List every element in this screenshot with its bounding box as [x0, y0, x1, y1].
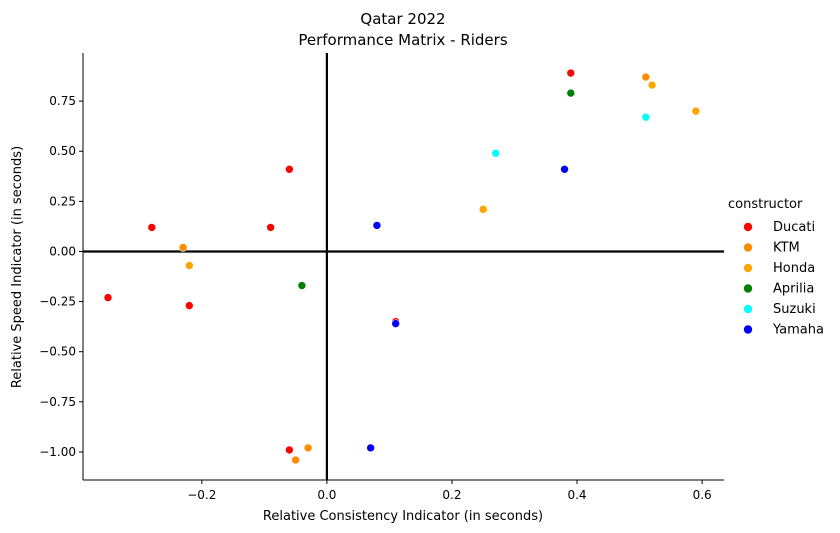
legend-label-yamaha: Yamaha: [772, 323, 824, 338]
data-point-ktm: [303, 443, 313, 453]
legend-label-aprilia: Aprilia: [773, 282, 814, 297]
data-point-yamaha: [372, 221, 382, 230]
data-point-honda: [478, 205, 488, 214]
legend-marker-ducati: [743, 222, 753, 232]
x-tick-label: 0.0: [317, 488, 336, 502]
chart-title: Qatar 2022: [360, 10, 445, 28]
y-tick-label: −0.75: [39, 395, 76, 409]
data-point-suzuki: [641, 112, 651, 122]
data-point-ktm: [291, 455, 300, 465]
data-point-ktm: [178, 243, 188, 252]
legend-marker-aprilia: [743, 283, 753, 294]
legend-marker-honda: [743, 263, 753, 273]
x-tick-label: 0.4: [567, 488, 586, 502]
y-axis-label: Relative Speed Indicator (in seconds): [10, 146, 25, 388]
data-point-suzuki: [491, 148, 501, 158]
y-tick-label: 0.75: [49, 94, 76, 108]
legend-marker-yamaha: [743, 324, 753, 335]
legend-marker-ktm: [743, 242, 753, 253]
legend: constructor Ducati KTM Honda Aprilia Suzuki Y…: [728, 197, 824, 338]
chart-subtitle: Performance Matrix - Riders: [298, 31, 508, 49]
data-point-ducati: [147, 223, 157, 232]
data-point-ducati: [566, 68, 576, 78]
y-tick-label: −0.50: [39, 345, 76, 359]
y-tick-label: −1.00: [39, 445, 76, 459]
legend-marker-suzuki: [743, 304, 753, 314]
axis-ticks: −0.2 0.0 0.2 0.4 0.6 0.75 0.50 0.25 0.00 −0.25 −0.…: [39, 94, 711, 502]
y-tick-label: 0.00: [49, 244, 76, 258]
data-point-ducati: [285, 164, 294, 174]
data-point-honda: [647, 80, 657, 90]
reference-lines: [83, 53, 724, 480]
data-point-ducati: [266, 223, 275, 232]
data-point-yamaha: [560, 164, 569, 174]
data-point-ducati: [285, 445, 294, 455]
data-point-aprilia: [566, 88, 576, 98]
legend-title: constructor: [728, 197, 803, 212]
x-tick-label: −0.2: [187, 488, 216, 502]
data-points: [103, 68, 701, 465]
data-point-honda: [185, 261, 194, 270]
data-point-ktm: [641, 72, 651, 82]
plot-axes: [82, 53, 724, 481]
y-tick-label: −0.25: [39, 295, 76, 309]
legend-label-ktm: KTM: [773, 241, 800, 256]
y-tick-label: 0.25: [49, 194, 76, 208]
data-point-yamaha: [391, 319, 400, 328]
data-point-ducati: [103, 293, 113, 302]
y-tick-label: 0.50: [49, 144, 76, 158]
data-point-ducati: [185, 301, 194, 310]
x-tick-label: 0.2: [442, 488, 461, 502]
data-point-honda: [691, 106, 701, 116]
x-tick-label: 0.6: [693, 488, 712, 502]
legend-label-ducati: Ducati: [773, 220, 815, 235]
x-axis-label: Relative Consistency Indicator (in secon…: [263, 509, 543, 524]
legend-label-honda: Honda: [773, 261, 815, 276]
data-point-yamaha: [366, 443, 375, 453]
legend-label-suzuki: Suzuki: [773, 302, 816, 317]
data-point-aprilia: [297, 281, 307, 290]
